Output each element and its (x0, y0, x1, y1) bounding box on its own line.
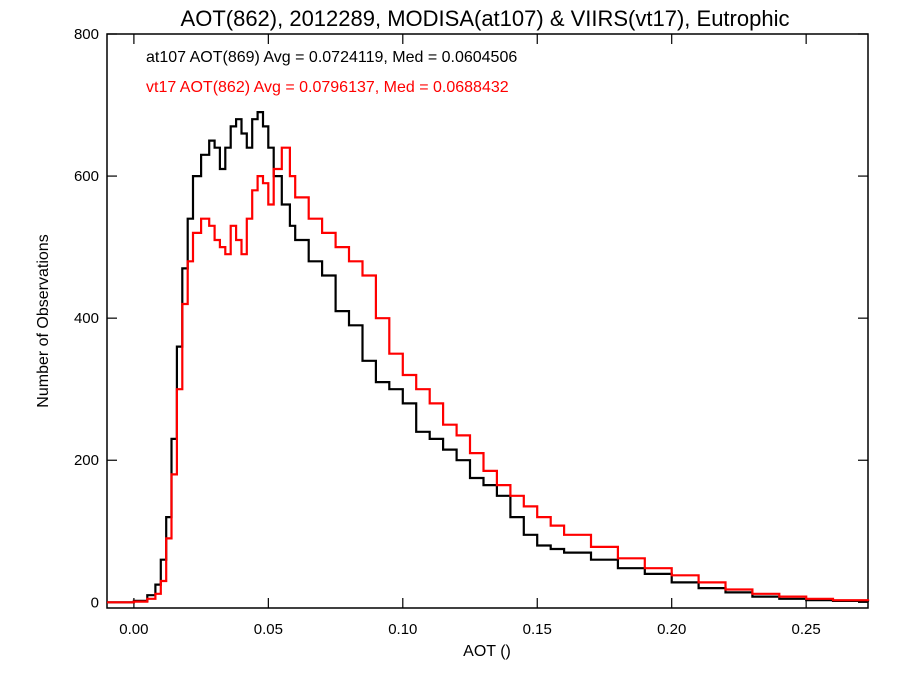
y-tick-label: 200 (74, 452, 99, 469)
y-axis-label: Number of Observations (35, 234, 52, 407)
series-layer (107, 111, 870, 604)
x-tick-label: 0.00 (119, 621, 148, 638)
y-tick-label: 400 (74, 310, 99, 327)
y-tick-label: 800 (74, 26, 99, 43)
x-axis: 0.00 0.05 0.10 0.15 0.20 0.25 (119, 34, 821, 638)
x-tick-label: 0.25 (792, 621, 821, 638)
series-vt17-line (107, 146, 870, 604)
annotation-at107: at107 AOT(869) Avg = 0.0724119, Med = 0.… (146, 49, 517, 66)
y-axis: 0 200 400 600 800 (74, 26, 868, 611)
x-tick-label: 0.20 (657, 621, 686, 638)
x-tick-label: 0.05 (254, 621, 283, 638)
x-axis-label: AOT () (463, 643, 511, 660)
annotation-vt17: vt17 AOT(862) Avg = 0.0796137, Med = 0.0… (146, 79, 509, 96)
chart-title: AOT(862), 2012289, MODISA(at107) & VIIRS… (181, 6, 790, 31)
x-tick-label: 0.10 (388, 621, 417, 638)
plot-frame (106, 33, 869, 609)
y-tick-label: 600 (74, 168, 99, 185)
series-at107-line (107, 111, 870, 604)
x-tick-label: 0.15 (523, 621, 552, 638)
y-tick-label: 0 (91, 594, 99, 611)
